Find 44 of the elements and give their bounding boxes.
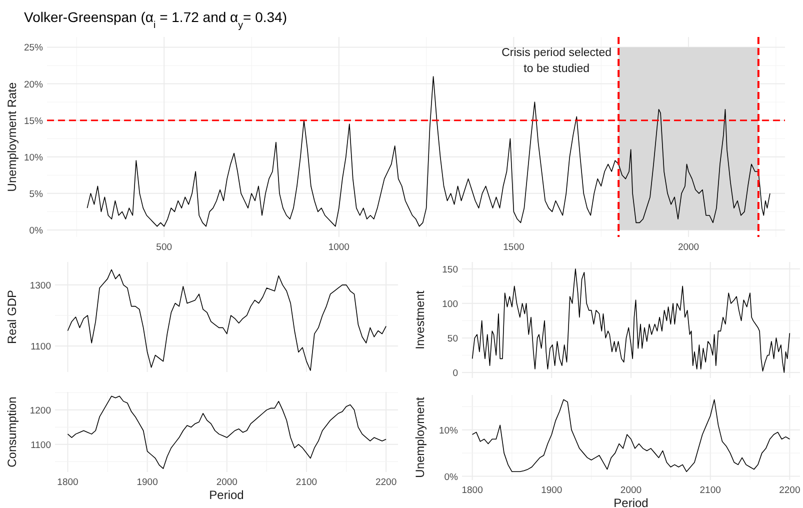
x-tick-label: 1500 <box>503 242 524 253</box>
y-tick-label: 150 <box>442 264 458 276</box>
x-tick-label: 1000 <box>328 242 350 253</box>
line-series <box>67 396 386 469</box>
y-axis-title: Consumption <box>5 396 19 468</box>
x-tick-label: 1900 <box>136 477 158 488</box>
x-tick-label: 1900 <box>541 485 562 496</box>
x-tick-label: 2100 <box>296 477 318 488</box>
y-axis-title: Unemployment <box>413 396 427 478</box>
line-series <box>472 268 790 373</box>
y-axis-title: Unemployment Rate <box>5 82 19 192</box>
y-axis-title: Investment <box>413 290 427 350</box>
y-tick-label: 1100 <box>30 342 51 353</box>
y-tick-label: 10% <box>438 425 459 436</box>
x-tick-label: 2200 <box>779 485 800 496</box>
x-tick-label: 2200 <box>375 477 397 488</box>
line-series <box>67 269 386 371</box>
x-tick-label: 500 <box>156 242 172 253</box>
x-tick-label: 2000 <box>620 485 642 496</box>
y-tick-label: 20% <box>24 79 44 90</box>
y-tick-label: 10% <box>24 152 44 164</box>
x-axis-title: Period <box>209 488 244 502</box>
y-tick-label: 1100 <box>30 440 51 451</box>
y-tick-label: 15% <box>24 116 44 127</box>
chart-title: Volker-Greenspan (α$_{i}$ = 1.72 and α$_{y}$= 0.34) <box>24 9 288 30</box>
y-tick-label: 1300 <box>30 280 51 292</box>
y-tick-label: 100 <box>442 298 458 310</box>
y-tick-label: 1200 <box>30 405 51 416</box>
y-tick-label: 0% <box>29 225 44 236</box>
y-tick-label: 25% <box>24 42 44 54</box>
annotation: Crisis period selected to be studied <box>502 47 612 75</box>
line-series <box>472 399 790 472</box>
y-tick-label: 0 <box>452 368 458 379</box>
line-series <box>86 76 770 227</box>
y-axis-title: Real GDP <box>5 290 19 344</box>
x-tick-label: 1800 <box>57 477 78 488</box>
x-tick-label: 2000 <box>216 477 238 488</box>
x-tick-label: 1800 <box>462 485 483 496</box>
y-tick-label: 50 <box>447 333 458 344</box>
y-tick-label: 5% <box>29 188 44 200</box>
x-tick-label: 2000 <box>678 242 700 253</box>
y-tick-label: 0% <box>444 472 459 483</box>
x-axis-title: Period <box>614 496 648 508</box>
x-tick-label: 2100 <box>700 485 721 496</box>
